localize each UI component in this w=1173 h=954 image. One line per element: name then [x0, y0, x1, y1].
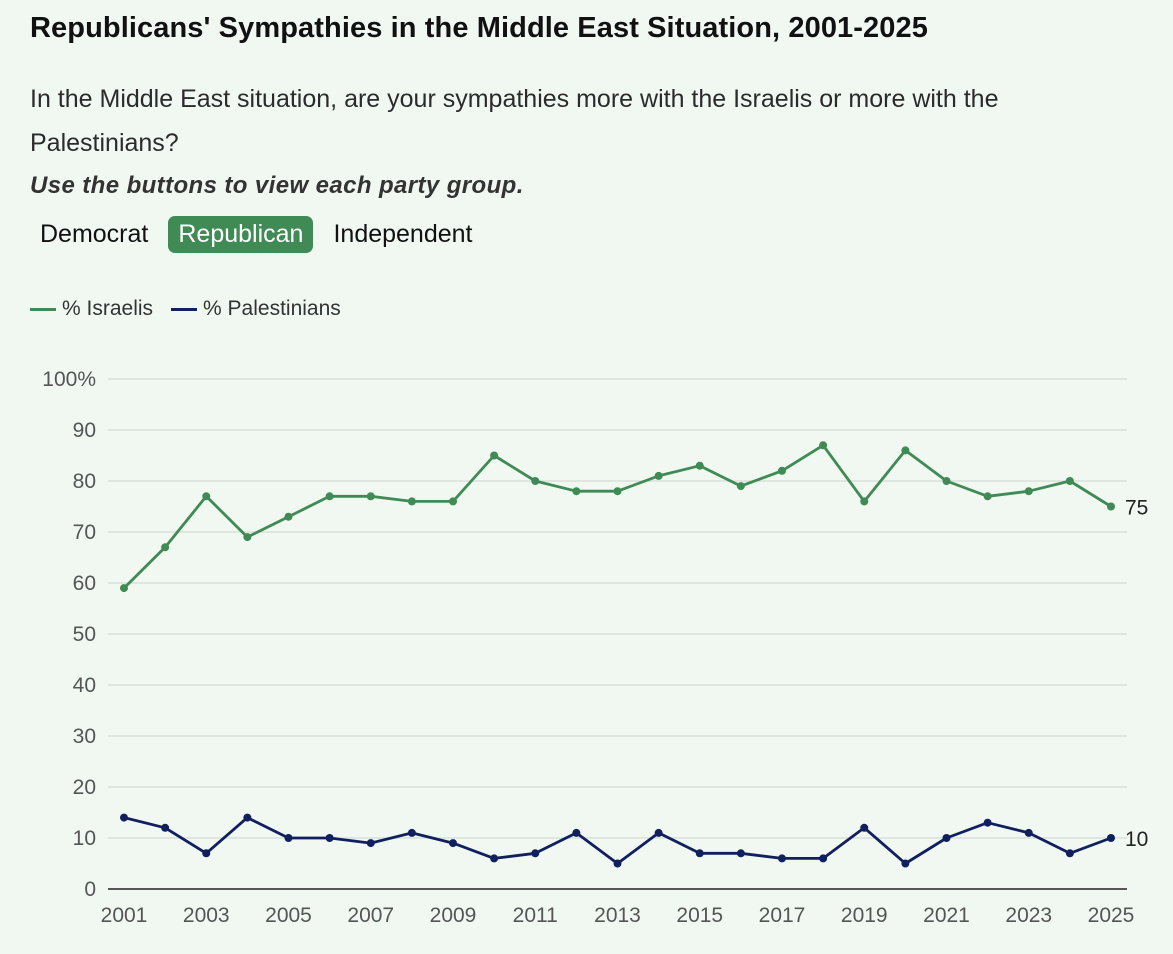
y-tick-label: 70 — [73, 521, 96, 544]
tab-republican[interactable]: Republican — [168, 216, 314, 253]
chart-subtitle: In the Middle East situation, are your s… — [30, 85, 999, 157]
data-point[interactable] — [202, 849, 211, 858]
series-line-palestinians — [123, 816, 1112, 865]
grid-lines — [108, 378, 1127, 839]
data-point[interactable] — [860, 497, 869, 506]
x-tick-label: 2001 — [101, 904, 148, 927]
y-tick-label: 20 — [73, 776, 96, 799]
series-group: 75 10 — [120, 441, 1148, 868]
data-point[interactable] — [695, 849, 704, 858]
tab-independent[interactable]: Independent — [333, 220, 473, 248]
data-point[interactable] — [819, 854, 828, 863]
data-point[interactable] — [325, 492, 334, 501]
x-tick-label: 2025 — [1088, 904, 1135, 927]
data-point[interactable] — [1065, 477, 1074, 485]
data-point[interactable] — [366, 492, 375, 501]
x-tick-label: 2017 — [759, 904, 806, 927]
chart-legend: % Israelis % Palestinians — [30, 297, 341, 321]
data-point[interactable] — [983, 492, 992, 501]
legend-swatch-israelis — [30, 307, 56, 311]
data-point[interactable] — [284, 512, 293, 521]
data-point[interactable] — [243, 813, 252, 822]
data-point[interactable] — [490, 451, 499, 460]
x-tick-label: 2021 — [923, 904, 970, 927]
data-point[interactable] — [1107, 834, 1115, 842]
data-point[interactable] — [243, 533, 252, 542]
data-point[interactable] — [1024, 487, 1033, 496]
x-tick-label: 2011 — [513, 904, 558, 927]
y-tick-label: 0 — [84, 878, 96, 901]
data-point[interactable] — [449, 497, 457, 506]
data-point[interactable] — [120, 584, 128, 593]
x-tick-label: 2005 — [265, 904, 312, 927]
data-point[interactable] — [325, 834, 334, 842]
data-point[interactable] — [942, 834, 951, 842]
tab-democrat[interactable]: Democrat — [40, 220, 149, 248]
series-line-israelis — [123, 443, 1112, 590]
data-point[interactable] — [901, 446, 910, 455]
y-tick-label: 30 — [73, 725, 96, 748]
data-point[interactable] — [1065, 849, 1074, 858]
data-point[interactable] — [901, 859, 910, 868]
legend-item-palestinians: % Palestinians — [171, 297, 341, 321]
data-point[interactable] — [1024, 828, 1033, 837]
data-point[interactable] — [778, 466, 786, 475]
end-value-label: 10 — [1125, 828, 1148, 851]
data-point[interactable] — [407, 828, 416, 837]
x-tick-label: 2009 — [430, 904, 477, 927]
y-tick-label: 50 — [73, 623, 96, 646]
data-point[interactable] — [736, 849, 745, 858]
y-tick-label: 90 — [73, 419, 96, 442]
x-tick-label: 2007 — [347, 904, 394, 927]
data-point[interactable] — [942, 477, 951, 485]
data-point[interactable] — [613, 487, 622, 496]
data-point[interactable] — [613, 859, 622, 868]
legend-swatch-palestinians — [171, 307, 198, 311]
data-point[interactable] — [860, 823, 869, 832]
y-tick-label: 60 — [73, 572, 96, 595]
data-point[interactable] — [161, 543, 170, 552]
data-point[interactable] — [983, 818, 992, 827]
data-point[interactable] — [490, 854, 499, 863]
x-tick-label: 2013 — [594, 904, 641, 927]
data-point[interactable] — [778, 854, 786, 863]
chart-title: Republicans' Sympathies in the Middle Ea… — [30, 12, 928, 44]
data-point[interactable] — [531, 477, 540, 485]
data-point[interactable] — [531, 849, 540, 858]
data-point[interactable] — [120, 813, 128, 822]
data-point[interactable] — [202, 492, 211, 501]
x-tick-label: 2023 — [1005, 904, 1052, 927]
party-tabs: Democrat Republican Independent — [30, 216, 483, 253]
data-point[interactable] — [654, 471, 663, 480]
data-point[interactable] — [819, 441, 828, 450]
data-point[interactable] — [695, 461, 704, 470]
legend-label-palestinians: % Palestinians — [203, 297, 341, 320]
data-point[interactable] — [366, 839, 375, 848]
end-value-label: 75 — [1125, 497, 1148, 520]
data-point[interactable] — [284, 834, 293, 842]
data-point[interactable] — [449, 839, 457, 848]
data-point[interactable] — [572, 828, 581, 837]
data-point[interactable] — [1107, 502, 1115, 511]
data-point[interactable] — [572, 487, 581, 496]
data-point[interactable] — [407, 497, 416, 506]
instruction-text: Use the buttons to view each party group… — [30, 172, 524, 199]
y-tick-label: 10 — [73, 827, 96, 850]
y-tick-label: 100% — [42, 368, 96, 391]
y-tick-label: 40 — [73, 674, 96, 697]
data-point[interactable] — [654, 828, 663, 837]
x-tick-label: 2015 — [676, 904, 723, 927]
legend-label-israelis: % Israelis — [62, 297, 154, 320]
y-axis: 0 10 20 30 40 50 60 70 80 90 100% — [42, 368, 96, 901]
legend-item-israelis: % Israelis — [30, 297, 153, 321]
x-axis: 2001 2003 2005 2007 2009 2011 2013 2015 2017 2019… — [101, 888, 1135, 927]
data-point[interactable] — [736, 482, 745, 491]
x-tick-label: 2003 — [183, 904, 230, 927]
data-point[interactable] — [161, 823, 170, 832]
y-tick-label: 80 — [73, 470, 96, 493]
x-tick-label: 2019 — [841, 904, 888, 927]
